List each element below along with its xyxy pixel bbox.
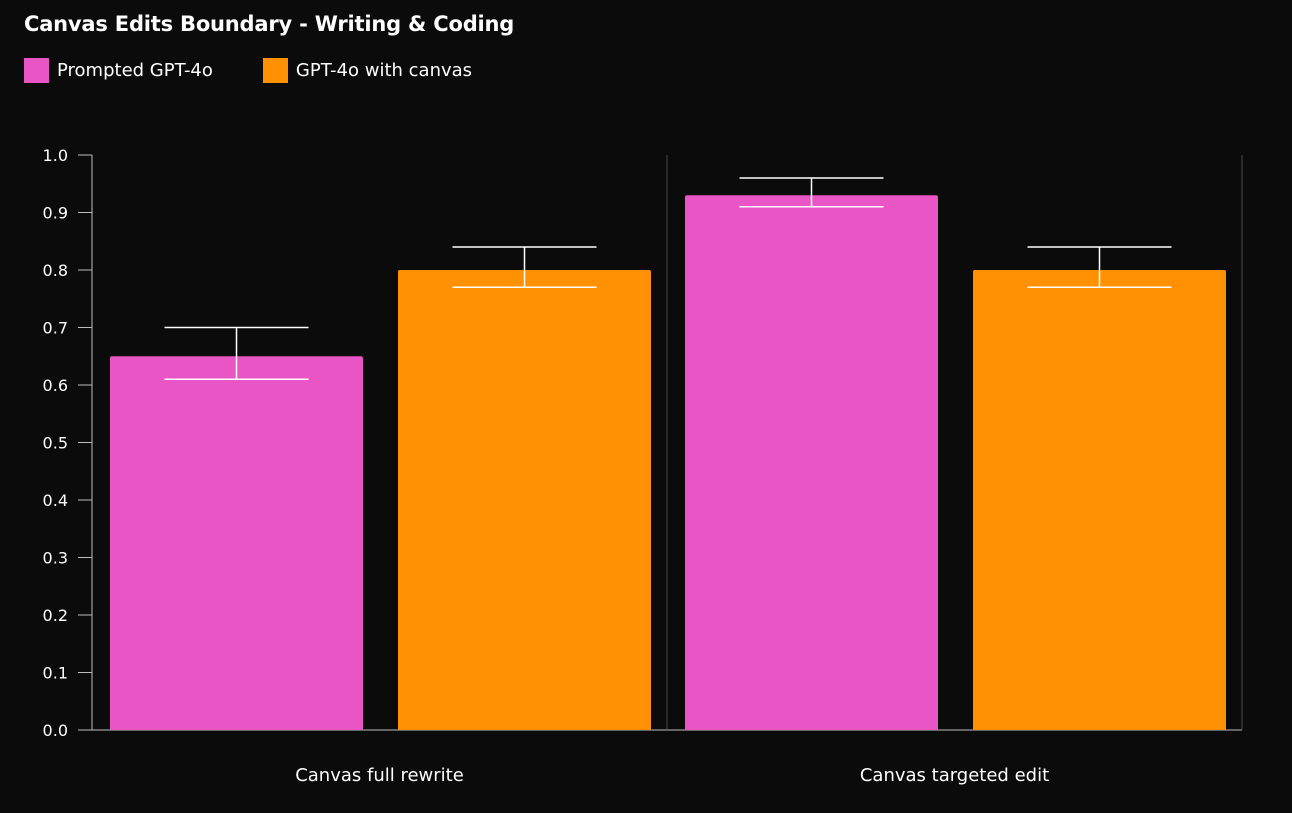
bar-0-1 <box>398 270 651 730</box>
legend-item-prompted: Prompted GPT-4o <box>24 58 213 83</box>
y-tick-label-7: 0.7 <box>43 319 68 338</box>
legend-label-canvas: GPT-4o with canvas <box>295 60 473 81</box>
legend-swatch-canvas <box>262 58 288 83</box>
legend: Prompted GPT-4o GPT-4o with canvas <box>24 58 522 83</box>
y-tick-label-4: 0.4 <box>43 491 68 510</box>
bar-1-0 <box>685 195 938 730</box>
y-tick-label-9: 0.9 <box>43 204 68 223</box>
bar-0-0 <box>110 356 363 730</box>
legend-item-canvas: GPT-4o with canvas <box>262 58 473 83</box>
bar-1-1 <box>973 270 1226 730</box>
y-tick-label-2: 0.2 <box>43 606 68 625</box>
category-label-0: Canvas full rewrite <box>295 765 464 786</box>
y-tick-label-6: 0.6 <box>43 376 68 395</box>
legend-label-prompted: Prompted GPT-4o <box>57 60 213 81</box>
y-tick-label-8: 0.8 <box>43 261 68 280</box>
y-tick-label-0: 0.0 <box>43 721 68 740</box>
y-tick-label-3: 0.3 <box>43 549 68 568</box>
chart-title: Canvas Edits Boundary - Writing & Coding <box>24 12 515 36</box>
y-tick-label-5: 0.5 <box>43 434 68 453</box>
legend-swatch-prompted <box>24 58 49 83</box>
y-tick-label-10: 1.0 <box>43 146 68 165</box>
category-label-1: Canvas targeted edit <box>860 765 1049 786</box>
y-tick-label-1: 0.1 <box>43 664 68 683</box>
